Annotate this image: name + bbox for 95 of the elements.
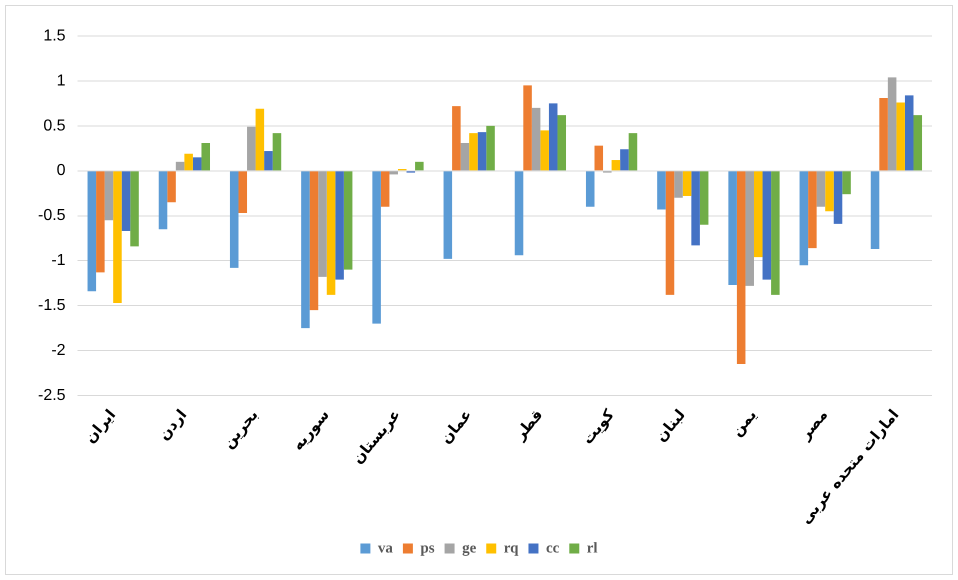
x-tick-label: سوریه — [288, 406, 333, 454]
bar — [176, 162, 184, 170]
bar — [834, 171, 842, 224]
legend-label: ge — [462, 540, 477, 556]
x-tick-label: یمن — [727, 406, 760, 440]
bar — [879, 98, 888, 170]
y-tick-label: 1 — [56, 72, 66, 90]
x-tick-label: مصر — [795, 406, 832, 444]
bar — [816, 171, 826, 207]
bar — [326, 171, 336, 295]
bar — [96, 171, 105, 272]
bar — [372, 171, 381, 324]
legend-label: rl — [586, 540, 598, 556]
bar — [666, 171, 674, 295]
y-tick-label: -0.5 — [38, 207, 66, 224]
bar — [469, 133, 478, 170]
bar — [184, 154, 193, 170]
bar — [620, 149, 629, 170]
bar — [771, 171, 780, 295]
bar — [272, 133, 282, 170]
bar — [674, 171, 683, 198]
x-tick-label: ایران — [80, 406, 120, 447]
x-tick-label: عمان — [436, 406, 476, 448]
bar — [335, 171, 344, 280]
bar — [728, 171, 737, 285]
bar — [344, 171, 352, 270]
y-tick-label: 0.5 — [43, 117, 66, 134]
bar — [586, 171, 594, 207]
bar — [904, 95, 914, 170]
bar — [130, 171, 139, 246]
bar — [478, 132, 486, 170]
bar — [540, 130, 549, 170]
bar — [167, 171, 176, 202]
bar — [230, 171, 238, 268]
bar — [800, 171, 808, 266]
bar — [310, 171, 318, 310]
bar — [628, 133, 638, 170]
bar — [548, 103, 558, 170]
bar — [896, 102, 905, 170]
bar — [557, 115, 566, 170]
bar — [870, 171, 880, 250]
bar — [158, 171, 168, 230]
bar — [808, 171, 817, 248]
legend-label: ps — [420, 540, 435, 556]
bar — [657, 171, 666, 210]
legend-label: rq — [504, 540, 520, 556]
x-tick-label: لبنان — [652, 406, 689, 446]
bar — [825, 171, 834, 212]
bar — [594, 146, 604, 170]
bar — [389, 171, 398, 174]
bar — [318, 171, 327, 277]
bar — [514, 171, 524, 256]
y-tick-label: -2.5 — [38, 386, 66, 404]
x-tick-label: عربستان — [348, 406, 404, 468]
bar — [486, 126, 495, 170]
bar — [380, 171, 390, 207]
bar — [415, 162, 424, 170]
legend-label: va — [378, 540, 394, 556]
bar — [264, 151, 273, 170]
bar — [238, 171, 248, 214]
bar — [201, 142, 210, 170]
legend-label: cc — [546, 540, 560, 556]
bar — [452, 106, 461, 170]
y-tick-label: -2 — [51, 342, 66, 359]
bar — [122, 171, 130, 232]
bar — [523, 85, 532, 170]
bar — [700, 171, 708, 225]
x-tick-label: قطر — [510, 406, 546, 444]
bar — [301, 171, 310, 328]
bar — [745, 171, 754, 286]
bar — [691, 171, 700, 246]
bar — [888, 77, 896, 170]
y-tick-label: -1 — [51, 252, 66, 270]
y-tick-label: -1.5 — [38, 297, 66, 314]
bar — [913, 115, 922, 170]
x-tick-label: اردن — [154, 406, 190, 444]
bar — [192, 157, 202, 170]
bar — [444, 171, 452, 259]
bar — [88, 171, 96, 292]
bar — [762, 171, 772, 280]
y-tick-label: 0 — [56, 162, 66, 180]
x-tick-label: کویت — [578, 406, 618, 448]
y-tick-label: 1.5 — [43, 27, 66, 44]
bar — [532, 108, 540, 170]
bar — [256, 108, 264, 170]
bar — [612, 160, 620, 170]
bar — [736, 171, 746, 364]
bar — [104, 171, 114, 220]
bar — [682, 171, 692, 196]
x-tick-label: بحرین — [218, 406, 262, 452]
bar — [842, 171, 851, 194]
bar — [754, 171, 763, 258]
bar — [247, 126, 256, 170]
bar — [460, 142, 470, 170]
bar — [113, 171, 122, 303]
